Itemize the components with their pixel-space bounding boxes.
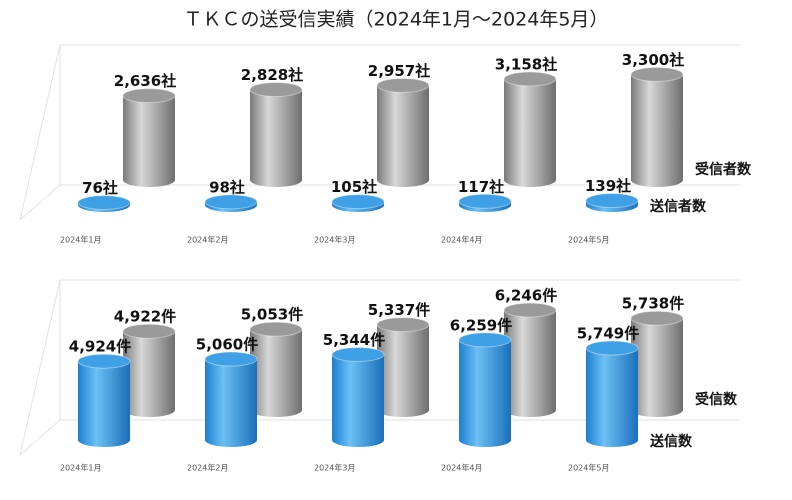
bar-cap — [630, 310, 684, 326]
bar-cap — [77, 353, 131, 369]
data-label: 6,259件 — [450, 316, 512, 334]
x-tick-label: 2024年1月 — [60, 463, 101, 473]
x-tick-label: 2024年5月 — [568, 235, 609, 245]
bar-cap — [376, 77, 430, 93]
data-label: 139社 — [585, 177, 631, 195]
x-tick-label: 2024年4月 — [441, 235, 482, 245]
bar — [78, 361, 130, 447]
bar-cap — [204, 351, 258, 367]
bar-cap — [585, 193, 639, 209]
bar — [123, 331, 175, 417]
legend-label: 受信数 — [695, 391, 738, 408]
bar — [586, 348, 638, 447]
chart-title: ＴＫＣの送受信実績（2024年1月～2024年5月） — [184, 9, 609, 31]
bar — [250, 89, 302, 187]
bar — [459, 339, 511, 447]
data-label: 2,957社 — [368, 62, 430, 80]
data-label: 105社 — [331, 178, 377, 196]
bar — [631, 74, 683, 187]
bar — [504, 78, 556, 187]
data-label: 5,344件 — [323, 331, 385, 349]
bar-cap — [458, 332, 512, 348]
data-label: 2,828社 — [241, 66, 303, 84]
bar-cap — [122, 323, 176, 339]
data-label: 3,158社 — [495, 55, 557, 73]
x-tick-label: 2024年3月 — [314, 235, 355, 245]
data-label: 2,636社 — [114, 72, 176, 90]
x-tick-label: 2024年3月 — [314, 463, 355, 473]
bar — [377, 324, 429, 417]
bar-cap — [249, 321, 303, 337]
data-label: 3,300社 — [622, 51, 684, 69]
data-label: 98社 — [209, 178, 245, 196]
bar — [205, 359, 257, 447]
bar-cap — [122, 88, 176, 104]
bar-cap — [77, 195, 131, 211]
bar — [250, 329, 302, 417]
bar-cap — [331, 346, 385, 362]
data-label: 6,246件 — [495, 287, 557, 305]
legend-label: 受信者数 — [695, 161, 752, 178]
data-label: 5,337件 — [368, 301, 430, 319]
bar-cap — [630, 66, 684, 82]
bar — [123, 95, 175, 187]
data-label: 4,922件 — [114, 308, 176, 326]
data-label: 76社 — [82, 179, 118, 197]
bar — [332, 354, 384, 447]
data-label: 5,053件 — [241, 306, 303, 324]
x-tick-label: 2024年5月 — [568, 463, 609, 473]
bar — [631, 318, 683, 417]
bar-cap — [249, 82, 303, 98]
data-label: 5,738件 — [622, 295, 684, 313]
data-label: 5,060件 — [196, 336, 258, 354]
x-tick-label: 2024年1月 — [60, 235, 101, 245]
bar — [504, 310, 556, 417]
backdrop — [19, 44, 740, 456]
bar-cap — [503, 71, 557, 87]
x-tick-label: 2024年2月 — [187, 235, 228, 245]
bar-cap — [458, 193, 512, 209]
data-label: 4,924件 — [69, 338, 131, 356]
bar-cap — [331, 194, 385, 210]
bar-cap — [204, 194, 258, 210]
bar-cap — [503, 302, 557, 318]
data-label: 5,749件 — [577, 325, 639, 343]
data-label: 117社 — [458, 178, 504, 196]
bar — [377, 85, 429, 187]
x-tick-label: 2024年4月 — [441, 463, 482, 473]
legend-label: 送信者数 — [649, 198, 707, 215]
legend-label: 送信数 — [649, 433, 693, 450]
bar-cap — [376, 317, 430, 333]
x-tick-label: 2024年2月 — [187, 463, 228, 473]
bar-cap — [585, 340, 639, 356]
